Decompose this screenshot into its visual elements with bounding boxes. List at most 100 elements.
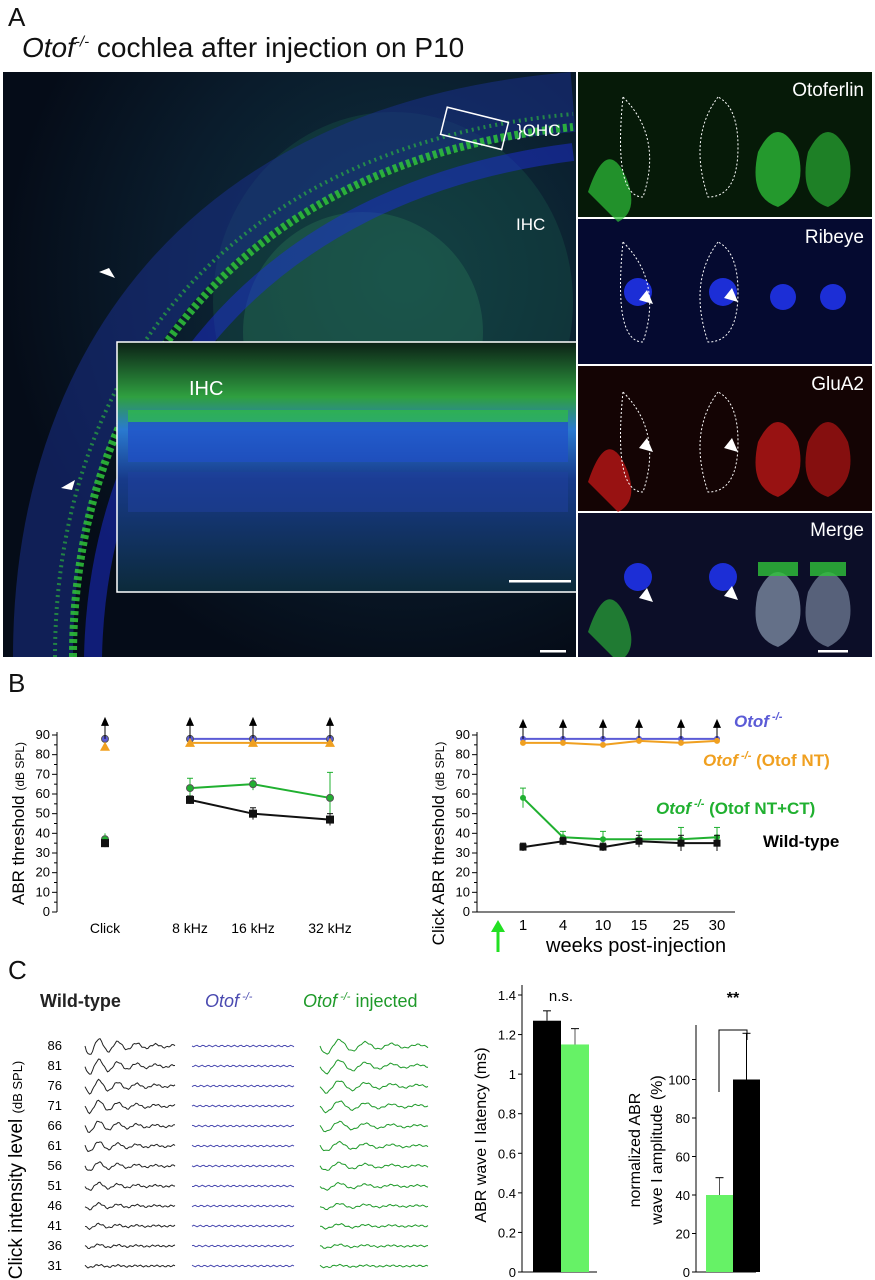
abr-trace [191, 1064, 295, 1068]
abr-trace [319, 1059, 429, 1075]
y-tick-label: 50 [36, 806, 50, 821]
series-line [523, 739, 718, 746]
panel-b-letter: B [8, 668, 26, 698]
arrowhead-upper [99, 268, 115, 278]
x-tick-label: 8 kHz [172, 920, 208, 936]
side-label-ribeye: Ribeye [805, 227, 864, 248]
bar [561, 1044, 589, 1272]
y-axis-label: ABR wave I latency (ms) [473, 1047, 490, 1222]
trace-group-title: Wild-type [40, 991, 121, 1011]
trace-group-gene: Otof [205, 991, 241, 1011]
data-point [677, 839, 685, 847]
y-tick-label: 30 [36, 845, 50, 860]
no-response-arrowhead [249, 716, 257, 726]
abr-trace [319, 1038, 429, 1055]
y-axis-label-main: Click intensity level [6, 1113, 27, 1279]
x-tick-label: 1 [519, 917, 527, 934]
data-point [713, 839, 721, 847]
abr-trace [319, 1263, 429, 1269]
no-response-arrowhead [519, 718, 527, 728]
abr-trace [191, 1204, 295, 1208]
abr-trace [84, 1181, 176, 1192]
y-tick-label: 10 [36, 884, 50, 899]
y-tick-label: 40 [456, 825, 470, 840]
y-tick-label: 20 [676, 1227, 690, 1242]
abr-trace [319, 1140, 429, 1152]
abr-trace [84, 1078, 176, 1095]
abr-trace [84, 1037, 176, 1055]
injection-arrowhead [491, 920, 505, 932]
level-label: 26 [48, 1278, 62, 1280]
chart-c-traces: Wild-type Otof -/- Otof -/- injected Click … [6, 991, 429, 1280]
y-axis-label-unit: (dB SPL) [433, 742, 447, 791]
abr-trace [84, 1161, 176, 1171]
no-response-arrowhead [101, 716, 109, 726]
ihc-inset [116, 341, 576, 593]
title-gene: Otof [22, 32, 75, 63]
y-tick-label: 0.8 [498, 1107, 516, 1122]
arrowhead-lower [61, 480, 75, 490]
level-label: 56 [48, 1158, 62, 1173]
no-response-arrowhead [713, 718, 721, 728]
y-axis-label: Click ABR threshold (dB SPL) [429, 742, 448, 946]
no-response-arrowhead [559, 718, 567, 728]
y-tick-label: 80 [676, 1111, 690, 1126]
trace-group-title: Otof -/- injected [303, 991, 418, 1011]
chart-c-amplitude: 0 20 40 60 80 100 normalized ABR wave I amplitu… [627, 990, 760, 1280]
bar [533, 1020, 561, 1272]
y-tick-label: 40 [676, 1188, 690, 1203]
series-line [189, 783, 331, 799]
y-axis-label: Click intensity level (dB SPL) [6, 1061, 27, 1280]
series-line [189, 798, 331, 821]
data-point [249, 780, 257, 789]
chart-b-right: 0 10 20 30 40 50 60 70 80 90 Click ABR threshold (… [429, 711, 839, 957]
title-rest: cochlea after injection on P10 [89, 32, 465, 63]
trace-group-gene: Otof [303, 991, 339, 1011]
series-line [522, 797, 718, 841]
data-point [101, 839, 109, 848]
bar [733, 1079, 760, 1272]
y-tick-label: 80 [36, 747, 50, 762]
data-point [519, 843, 527, 851]
level-label: 86 [48, 1038, 62, 1053]
abr-trace [84, 1120, 176, 1133]
legend-otof-ntct-gene: Otof [656, 799, 693, 818]
abr-trace [319, 1243, 429, 1249]
no-response-arrowhead [677, 718, 685, 728]
abr-trace [191, 1264, 295, 1268]
data-point [326, 793, 334, 802]
y-tick-label: 20 [36, 865, 50, 880]
legend-otof-ko: Otof -/- [734, 711, 783, 731]
y-axis-label-2: wave I amplitude (%) [649, 1075, 666, 1225]
data-point [678, 739, 684, 746]
x-axis-label: weeks post-injection [545, 935, 726, 957]
side-label-merge: Merge [810, 520, 864, 541]
abr-trace [191, 1104, 295, 1108]
y-tick-label: 1.4 [498, 988, 516, 1003]
bar [706, 1195, 733, 1272]
y-axis-label-main: ABR threshold [9, 791, 28, 905]
y-tick-label: 70 [36, 766, 50, 781]
data-point [325, 737, 335, 747]
no-response-arrowhead [186, 716, 194, 726]
level-label: 71 [48, 1098, 62, 1113]
y-axis-label-main: Click ABR threshold [429, 790, 448, 945]
panel-a-letter: A [8, 2, 26, 32]
y-tick-label: 0.4 [498, 1186, 516, 1201]
level-label: 46 [48, 1198, 62, 1213]
legend-otof-ko-gene: Otof [734, 712, 771, 731]
y-tick-label: 60 [36, 786, 50, 801]
data-point [560, 739, 566, 746]
ohc-box [439, 106, 510, 151]
annotation-significance: ** [727, 990, 740, 1007]
data-point [326, 815, 334, 824]
abr-trace [319, 1100, 429, 1114]
data-point [100, 741, 110, 751]
level-label: 36 [48, 1238, 62, 1253]
data-point [559, 837, 567, 845]
data-point [600, 741, 606, 748]
series-line [522, 840, 717, 849]
abr-trace [84, 1141, 176, 1153]
trace-group-title: Otof -/- [205, 991, 253, 1011]
legend-otof-nt-rest: (Otof NT) [751, 751, 829, 770]
